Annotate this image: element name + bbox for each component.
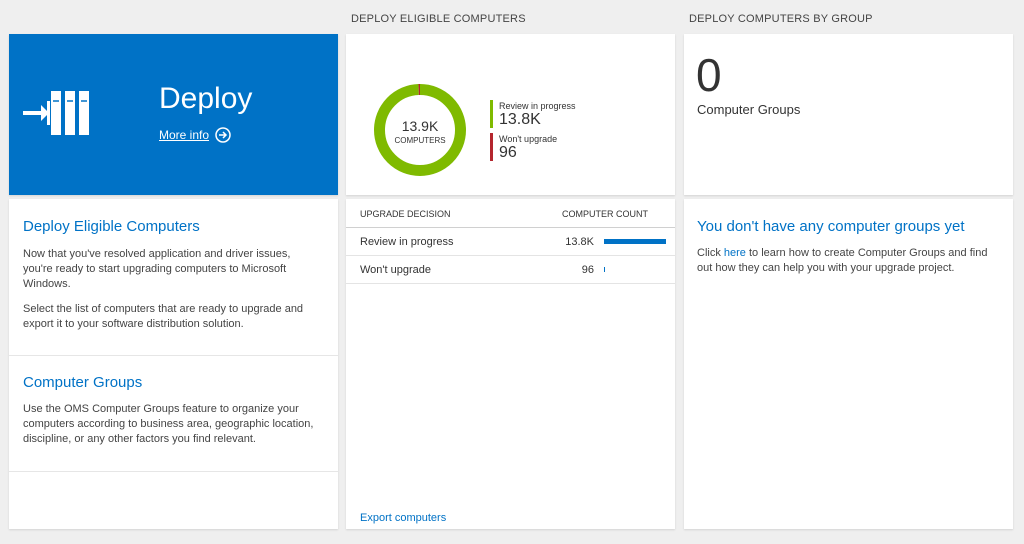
donut-total: 13.9K xyxy=(401,118,439,134)
donut-segment xyxy=(374,84,466,176)
donut-caption: COMPUTERS xyxy=(394,136,446,145)
more-info-link[interactable]: More info xyxy=(159,128,210,142)
groups-panel: You don't have any computer groups yet C… xyxy=(684,199,1013,529)
tile-title: Deploy xyxy=(159,82,253,115)
divider xyxy=(9,355,338,356)
info-panel: Deploy Eligible Computers Now that you'v… xyxy=(9,199,338,529)
column-header: COMPUTER COUNT xyxy=(562,209,648,219)
table-row: Won't upgrade 96 xyxy=(346,256,675,284)
divider xyxy=(346,227,675,228)
row-value: 96 xyxy=(581,264,594,276)
legend-swatch xyxy=(490,133,493,161)
section-heading: Computer Groups xyxy=(23,374,143,391)
row-label: Review in progress xyxy=(360,236,454,248)
legend-swatch xyxy=(490,100,493,128)
section-header: DEPLOY COMPUTERS BY GROUP xyxy=(689,13,873,25)
deploy-tile[interactable]: Deploy More info xyxy=(9,34,338,195)
group-count-caption: Computer Groups xyxy=(697,102,801,117)
text: to learn how to create Computer Groups a… xyxy=(697,247,988,274)
text: Click xyxy=(697,247,724,259)
group-count: 0 xyxy=(696,49,722,101)
donut-tile: 13.9K COMPUTERS Review in progress 13.8K W… xyxy=(346,34,675,195)
column-header: UPGRADE DECISION xyxy=(360,209,451,219)
export-link[interactable]: Export computers xyxy=(360,512,447,524)
group-count-tile: 0 Computer Groups xyxy=(684,34,1013,195)
paragraph: Click here to learn how to create Comput… xyxy=(697,246,1002,276)
table-panel xyxy=(346,199,675,529)
section-heading: Deploy Eligible Computers xyxy=(23,218,200,235)
legend-value: 96 xyxy=(499,144,517,161)
deploy-icon xyxy=(23,91,89,135)
table-row: Review in progress 13.8K xyxy=(346,228,675,256)
paragraph: Now that you've resolved application and… xyxy=(23,248,291,290)
section-header: DEPLOY ELIGIBLE COMPUTERS xyxy=(351,13,526,25)
row-value: 13.8K xyxy=(565,236,594,248)
divider xyxy=(9,471,338,472)
row-label: Won't upgrade xyxy=(360,264,432,276)
paragraph: Select the list of computers that are re… xyxy=(23,303,304,330)
legend-label: Won't upgrade xyxy=(499,134,558,144)
arrow-icon[interactable] xyxy=(214,126,232,144)
legend-value: 13.8K xyxy=(499,111,541,128)
section-heading: You don't have any computer groups yet xyxy=(697,218,965,235)
here-link[interactable]: here xyxy=(723,247,746,259)
legend-label: Review in progress xyxy=(499,101,576,111)
paragraph: Use the OMS Computer Groups feature to o… xyxy=(23,403,314,445)
count-bar xyxy=(604,239,666,244)
donut-chart xyxy=(374,84,466,176)
